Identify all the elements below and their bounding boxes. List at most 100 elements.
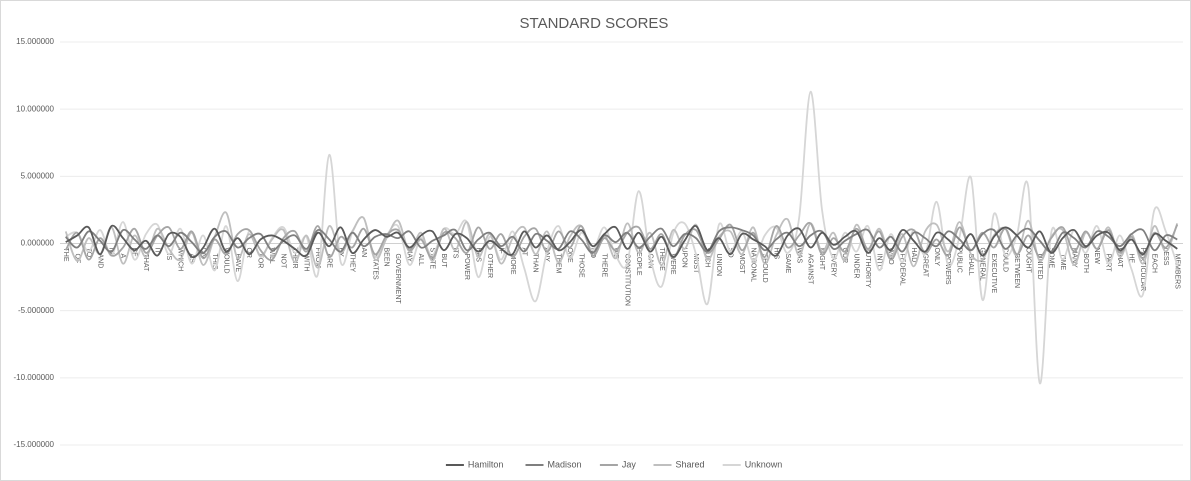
y-tick-label: -10.000000 (14, 373, 55, 382)
x-tick-label: AND (96, 254, 103, 269)
chart-title: STANDARD SCORES (520, 15, 669, 32)
legend-label: Madison (548, 459, 582, 469)
x-tick-label: TIME (1059, 254, 1066, 271)
x-tick-label: THESE (658, 248, 665, 272)
x-tick-label: OR (245, 248, 252, 259)
x-tick-label: MANY (1070, 248, 1077, 269)
x-tick-label: SOME (1047, 248, 1054, 269)
x-tick-label: HAS (474, 248, 481, 263)
x-tick-label: COULD (1002, 248, 1009, 273)
x-tick-label: SAME (784, 254, 791, 274)
x-tick-label: SO (727, 248, 734, 259)
x-tick-label: THEM (555, 254, 562, 274)
x-tick-label: CAN (646, 254, 653, 269)
x-tick-label: NOT (280, 254, 287, 270)
x-tick-label: WOULD (222, 248, 229, 274)
x-tick-label: IS (165, 254, 172, 261)
x-tick-label: SHALL (967, 254, 974, 276)
x-tick-label: THEIR (291, 248, 298, 269)
legend-label: Hamilton (468, 459, 504, 469)
x-tick-label: INTO (875, 254, 882, 271)
x-tick-label: THOSE (578, 254, 585, 278)
x-tick-label: HAD (910, 248, 917, 263)
x-tick-label: UNITED (1036, 254, 1043, 280)
x-tick-label: EXECUTIVE (990, 254, 997, 294)
x-tick-label: STATES (371, 254, 378, 281)
x-tick-label: NEW (1093, 248, 1100, 265)
x-tick-label: CONSTITUTION (623, 254, 630, 307)
x-tick-label: FROM (314, 248, 321, 269)
y-tick-label: 0.000000 (21, 239, 55, 248)
x-tick-label: ITS (451, 248, 458, 259)
x-tick-label: MUST (692, 254, 699, 275)
series-line (65, 224, 1178, 259)
y-tick-label: 5.000000 (21, 171, 55, 180)
x-tick-label: OTHER (486, 254, 493, 278)
x-tick-label: OF (73, 254, 80, 264)
y-tick-label: 15.000000 (16, 37, 54, 46)
x-tick-label: BUT (440, 254, 447, 269)
x-tick-label: EVERY (830, 254, 837, 278)
x-tick-label: PARTICULAR (1139, 248, 1146, 292)
x-tick-label: IT (154, 248, 161, 255)
x-tick-label: POWERS (944, 254, 951, 285)
x-tick-label: UNION (715, 254, 722, 277)
x-tick-label: BETWEEN (1013, 254, 1020, 289)
x-tick-label: THE (62, 248, 69, 262)
x-tick-label: LESS (1162, 248, 1169, 266)
x-tick-label: HE (1128, 254, 1135, 264)
x-tick-label: HIS (772, 248, 779, 260)
x-tick-label: WILL (268, 248, 275, 264)
y-tick-label: 10.000000 (16, 104, 54, 113)
x-tick-label: EACH (1151, 254, 1158, 273)
x-tick-label: FEDERAL (898, 254, 905, 286)
y-tick-label: -5.000000 (18, 306, 55, 315)
x-tick-label: ARE (325, 254, 332, 269)
x-tick-label: UPON (681, 248, 688, 268)
x-tick-label: WITH (303, 254, 310, 272)
series-line (65, 90, 1179, 385)
x-tick-label: BEEN (383, 248, 390, 267)
x-tick-label: WHAT (1116, 248, 1123, 269)
x-tick-label: AGAINST (807, 254, 814, 285)
x-tick-label: GOVERNMENT (394, 254, 401, 305)
x-tick-label: MIGHT (818, 248, 825, 271)
x-tick-label: AS (188, 254, 195, 264)
x-tick-label: SHOULD (761, 254, 768, 283)
x-tick-label: THAT (142, 254, 149, 272)
x-tick-label: BE (131, 248, 138, 258)
x-tick-label: THEY (348, 254, 355, 273)
x-tick-label: SUCH (704, 248, 711, 268)
x-tick-label: THERE (600, 254, 607, 278)
x-tick-label: MOST (738, 254, 745, 275)
x-tick-label: AUTHORITY (864, 248, 871, 289)
x-tick-label: PEOPLE (635, 248, 642, 276)
x-tick-label: WERE (669, 254, 676, 275)
x-tick-label: ONLY (933, 248, 940, 267)
x-tick-label: MAY (406, 248, 413, 263)
x-tick-label: IF (497, 248, 504, 254)
x-tick-label: PUBLIC (956, 248, 963, 273)
legend-label: Unknown (745, 459, 783, 469)
x-tick-label: A (119, 254, 126, 259)
legend-label: Shared (676, 459, 705, 469)
x-tick-label: ONE (566, 248, 573, 264)
x-tick-label: TO (85, 248, 92, 258)
x-tick-label: THIS (211, 254, 218, 270)
series-line (64, 221, 1179, 261)
x-tick-label: UNDER (853, 254, 860, 279)
x-tick-label: OUGHT (1024, 248, 1031, 274)
x-tick-label: BOTH (1082, 254, 1089, 273)
x-tick-label: OUR (841, 248, 848, 264)
legend-label: Jay (622, 459, 637, 469)
x-tick-label: NATIONAL (749, 248, 756, 283)
x-tick-label: ALL (417, 254, 424, 267)
x-tick-label: THAN (532, 254, 539, 273)
y-tick-label: -15.000000 (14, 440, 55, 449)
x-tick-label: GENERAL (979, 248, 986, 282)
x-tick-label: AN (360, 248, 367, 258)
x-tick-label: GREAT (921, 254, 928, 278)
x-tick-label: MEMBERS (1173, 254, 1180, 290)
